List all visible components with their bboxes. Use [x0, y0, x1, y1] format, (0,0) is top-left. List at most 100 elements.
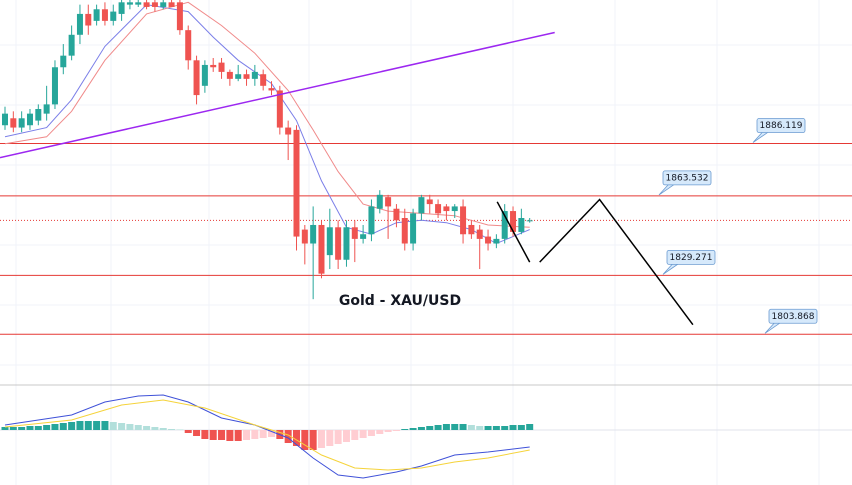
candle-body	[476, 229, 483, 239]
macd-histogram-bar	[184, 430, 192, 433]
candle-body	[510, 211, 517, 232]
macd-histogram-bar	[168, 429, 176, 430]
candle-body	[35, 109, 42, 121]
candle-body	[318, 224, 325, 274]
chart-title: Gold - XAU/USD	[339, 293, 461, 309]
candle-body	[218, 62, 225, 72]
macd-histogram-bar	[526, 424, 534, 430]
macd-histogram-bar	[84, 421, 92, 430]
candle-body	[1, 113, 8, 126]
label-callout	[764, 321, 783, 334]
macd-histogram-bar	[384, 430, 392, 432]
candle-body	[426, 199, 433, 205]
candle-body	[68, 34, 75, 56]
candle-body	[418, 197, 425, 214]
macd-histogram-bar	[243, 430, 251, 440]
macd-histogram-bar	[401, 429, 409, 430]
candle-body	[26, 113, 33, 126]
candle-body	[226, 71, 233, 79]
candle-body	[118, 2, 125, 14]
label-callout	[658, 183, 677, 196]
macd-histogram-bar	[359, 430, 367, 438]
macd-histogram-bar	[451, 424, 459, 430]
macd-histogram-bar	[93, 421, 101, 430]
macd-histogram-bar	[317, 430, 325, 448]
macd-histogram-bar	[201, 430, 209, 439]
candle-body	[376, 194, 383, 209]
macd-histogram-bar	[234, 430, 242, 441]
macd-histogram-bar	[392, 430, 400, 431]
macd-histogram-bar	[218, 430, 226, 440]
macd-histogram-bar	[226, 430, 234, 441]
candle-body	[501, 211, 508, 239]
candle-body	[443, 206, 450, 212]
macd-histogram-bar	[367, 430, 375, 436]
macd-histogram-bar	[376, 430, 384, 434]
candle-body	[385, 197, 392, 207]
macd-histogram-bar	[43, 425, 51, 430]
macd-line	[4, 394, 530, 479]
macd-histogram-bar	[476, 426, 484, 430]
macd-histogram-bar	[59, 423, 67, 430]
label-callout	[752, 131, 771, 143]
label-box	[768, 308, 818, 324]
macd-histogram-bar	[309, 430, 317, 450]
macd-histogram-bar	[434, 425, 442, 430]
macd-histogram-bar	[151, 427, 159, 430]
macd-histogram-bar	[351, 430, 359, 440]
macd-histogram-bar	[409, 428, 417, 430]
macd-histogram-bar	[126, 424, 134, 430]
macd-histogram-bar	[417, 427, 425, 430]
macd-line	[4, 399, 530, 471]
macd-histogram-bar	[442, 424, 450, 430]
moving-average	[4, 4, 530, 245]
candle-body	[260, 74, 267, 86]
macd-histogram-bar	[284, 430, 292, 443]
candle-body	[243, 74, 250, 79]
macd-histogram-bar	[109, 422, 117, 430]
label-box	[666, 249, 716, 265]
candle-body	[493, 238, 500, 244]
candle-body	[201, 64, 208, 86]
candle-body	[343, 227, 350, 260]
candle-body	[43, 104, 50, 114]
candle-body	[526, 220, 533, 222]
candle-body	[18, 118, 25, 128]
candle-body	[460, 206, 467, 235]
level-label: 1829.271	[670, 253, 713, 263]
candle-body	[451, 206, 458, 212]
macd-histogram-bar	[492, 426, 500, 430]
macd-histogram-bar	[342, 430, 350, 442]
candle-body	[235, 74, 242, 79]
candle-body	[176, 2, 183, 31]
candle-body	[193, 60, 200, 96]
macd-histogram-bar	[334, 430, 342, 444]
candle-body	[435, 204, 442, 214]
candle-body	[185, 30, 192, 61]
candle-body	[93, 9, 100, 21]
macd-histogram-bar	[143, 426, 151, 430]
macd-histogram-bar	[118, 423, 126, 430]
candle-body	[310, 224, 317, 244]
macd-histogram-bar	[26, 426, 34, 430]
candle-body	[293, 129, 300, 237]
macd-histogram-bar	[76, 421, 84, 430]
candle-body	[518, 218, 525, 232]
candle-body	[210, 64, 217, 68]
label-callout	[662, 262, 681, 275]
label-box	[756, 118, 806, 133]
candle-body	[76, 13, 83, 35]
trend-drawing	[496, 201, 531, 263]
macd-histogram-bar	[259, 430, 267, 438]
candle-body	[251, 71, 258, 79]
candle-body	[360, 234, 367, 239]
candle-body	[101, 9, 108, 21]
candle-body	[10, 118, 17, 128]
candle-body	[126, 2, 133, 5]
candle-body	[151, 2, 158, 7]
level-label: 1863.532	[666, 173, 709, 183]
